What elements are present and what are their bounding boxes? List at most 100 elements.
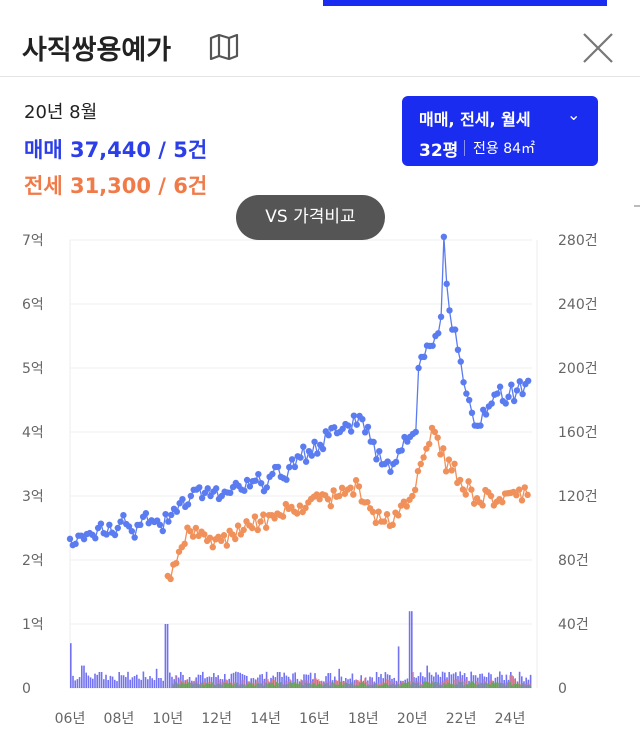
volume-bar xyxy=(375,683,377,688)
sale-price-point xyxy=(257,480,265,487)
volume-bar xyxy=(291,682,294,688)
volume-bar xyxy=(491,682,494,688)
scrollbar[interactable] xyxy=(634,205,640,207)
volume-bar xyxy=(388,679,390,688)
volume-bar xyxy=(454,679,456,688)
volume-bar xyxy=(416,682,419,688)
close-icon[interactable] xyxy=(578,28,618,68)
volume-bar xyxy=(96,674,98,688)
jeonse-price-point xyxy=(192,524,200,532)
sale-price-point xyxy=(187,492,195,500)
volume-bar xyxy=(203,684,206,688)
y-tick-label: 0 xyxy=(22,681,31,697)
sale-price-point xyxy=(288,456,296,463)
jeonse-price-point xyxy=(189,533,197,540)
volume-bar xyxy=(300,682,302,688)
sale-price-point xyxy=(131,534,138,541)
x-tick-label: 08년 xyxy=(104,711,135,727)
volume-bar xyxy=(199,684,201,688)
volume-bar xyxy=(390,684,393,688)
volume-bar xyxy=(450,674,453,688)
volume-bar xyxy=(408,611,411,688)
volume-bar xyxy=(194,682,197,688)
jeonse-price-point xyxy=(372,519,379,527)
jeonse-price-point xyxy=(254,526,261,534)
volume-bar xyxy=(421,685,423,688)
trade-type-filter-button[interactable]: 매매, 전세, 월세 ⌄ 32평 전용 84㎡ xyxy=(402,96,598,166)
y-tick-label: 5억 xyxy=(22,361,44,377)
jeonse-price-point xyxy=(417,460,424,468)
volume-bar xyxy=(262,680,265,688)
jeonse-price-point xyxy=(403,503,410,510)
volume-bar xyxy=(438,684,441,688)
volume-bar xyxy=(201,682,203,688)
sale-price-point xyxy=(120,512,127,519)
sale-price-point xyxy=(339,425,346,432)
sale-price-point xyxy=(308,452,315,459)
volume-bar xyxy=(221,684,223,688)
sale-price-point xyxy=(482,411,490,418)
volume-bar xyxy=(317,683,320,688)
sale-price-line xyxy=(69,236,529,547)
compare-button[interactable]: VS 가격비교 xyxy=(236,195,385,240)
volume-bar xyxy=(443,683,445,688)
volume-bar xyxy=(284,680,287,688)
jeonse-price-point xyxy=(420,454,427,461)
volume-bar xyxy=(294,672,296,688)
volume-bar xyxy=(370,684,373,688)
volume-bar xyxy=(147,679,149,688)
sale-price-point xyxy=(243,476,251,484)
x-tick-label: 20년 xyxy=(397,711,428,727)
volume-bar xyxy=(427,682,430,688)
sale-price-point xyxy=(387,468,394,475)
volume-bar xyxy=(302,684,305,688)
sale-price-point xyxy=(454,346,462,354)
jeonse-price-point xyxy=(330,487,337,494)
volume-bar xyxy=(225,682,228,688)
jeonse-price-point xyxy=(229,531,236,538)
area-label: 전용 84㎡ xyxy=(473,141,536,157)
volume-bar xyxy=(315,685,318,688)
jeonse-price-point xyxy=(167,575,174,583)
map-icon[interactable] xyxy=(208,34,240,60)
chevron-down-icon: ⌄ xyxy=(567,105,581,124)
sale-price-point xyxy=(502,400,509,407)
volume-bar xyxy=(131,677,134,688)
sale-price-point xyxy=(415,364,422,372)
volume-bar xyxy=(342,684,344,688)
volume-bar xyxy=(284,684,287,688)
volume-bar xyxy=(488,672,490,688)
period-label: 20년 8월 xyxy=(24,102,98,123)
sale-price-point xyxy=(398,447,405,454)
volume-bar xyxy=(444,672,446,688)
volume-bar xyxy=(509,681,511,688)
volume-bar xyxy=(414,683,417,688)
volume-bar xyxy=(412,682,415,688)
volume-bar xyxy=(394,685,397,688)
jeonse-price-point xyxy=(206,534,214,542)
volume-bar xyxy=(302,680,305,688)
sale-price-point xyxy=(347,428,355,435)
volume-bar xyxy=(411,611,413,688)
volume-bar xyxy=(276,672,279,688)
volume-bar xyxy=(504,685,507,688)
jeonse-price-point xyxy=(209,544,216,551)
volume-bar xyxy=(476,684,478,688)
y2-tick-label: 200건 xyxy=(558,361,598,377)
volume-bar xyxy=(339,681,342,688)
jeonse-price-point xyxy=(524,491,531,499)
volume-bar xyxy=(369,676,371,688)
sale-price-point xyxy=(392,458,400,466)
jeonse-price-point xyxy=(409,492,416,500)
volume-bar xyxy=(445,684,448,688)
volume-bar xyxy=(335,679,338,688)
volume-bar xyxy=(401,683,404,688)
sale-price-point xyxy=(92,535,99,542)
volume-bar xyxy=(89,677,92,688)
volume-bar xyxy=(177,684,179,688)
volume-bar xyxy=(437,674,439,688)
volume-bar xyxy=(177,677,180,688)
volume-bar xyxy=(246,675,248,688)
volume-bar xyxy=(518,684,520,688)
sale-price-point xyxy=(80,535,88,543)
